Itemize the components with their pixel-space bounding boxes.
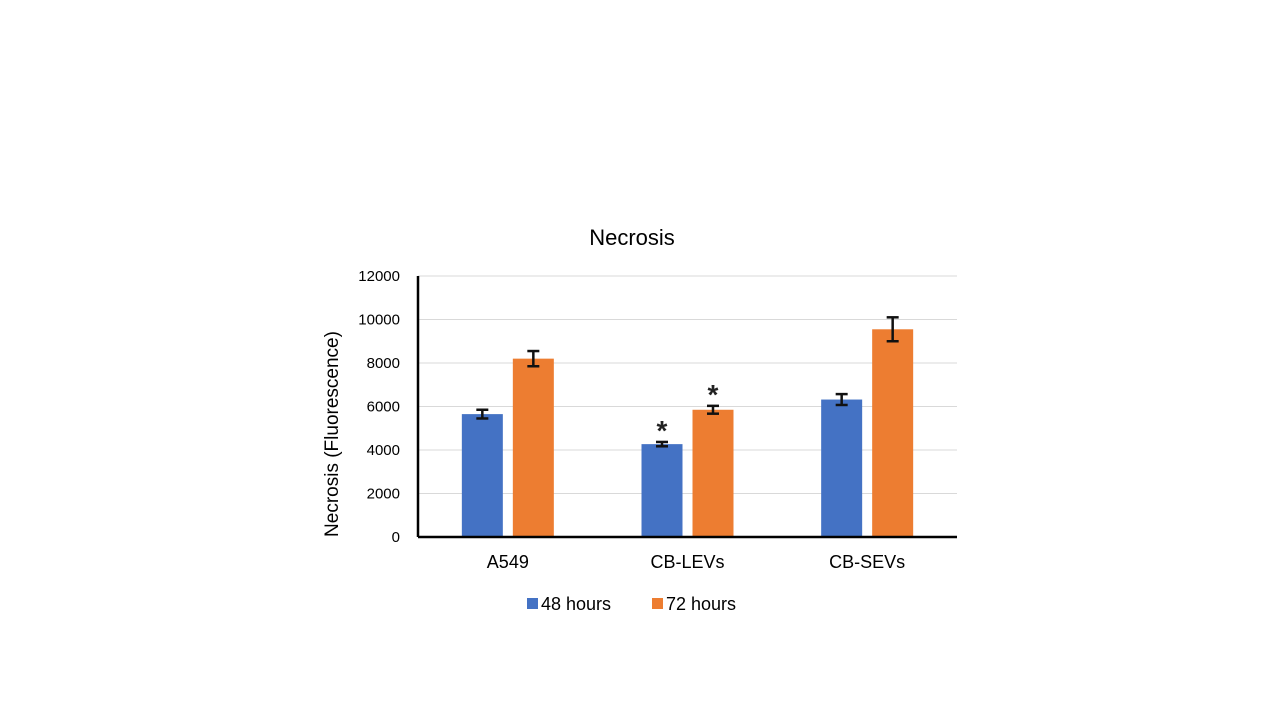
- y-tick-label: 8000: [367, 355, 400, 372]
- bars: **: [461, 316, 914, 537]
- y-tick-label: 6000: [367, 399, 400, 416]
- bar: [692, 409, 734, 537]
- x-category-labels: A549 CB-LEVs CB-SEVs: [487, 552, 905, 572]
- legend: 48 hours 72 hours: [527, 594, 736, 614]
- bar: [821, 399, 863, 537]
- bar: [872, 329, 914, 537]
- legend-swatch: [652, 598, 663, 609]
- axes: [416, 276, 957, 539]
- bar: [512, 358, 554, 537]
- gridlines: [418, 275, 957, 494]
- x-category-label: CB-SEVs: [829, 552, 905, 572]
- legend-label: 48 hours: [541, 594, 611, 614]
- x-category-label: A549: [487, 552, 529, 572]
- x-category-label: CB-LEVs: [650, 552, 724, 572]
- y-tick-label: 10000: [358, 312, 400, 329]
- legend-swatch: [527, 598, 538, 609]
- y-tick-labels: 0 2000 4000 6000 8000 10000 12000: [358, 268, 400, 546]
- chart-title: Necrosis: [589, 225, 675, 250]
- bar: [641, 444, 683, 537]
- y-tick-label: 0: [392, 529, 400, 546]
- y-tick-label: 2000: [367, 486, 400, 503]
- bar: [461, 414, 503, 537]
- y-axis-title: Necrosis (Fluorescence): [322, 331, 343, 537]
- legend-label: 72 hours: [666, 594, 736, 614]
- y-tick-label: 4000: [367, 442, 400, 459]
- significance-marker: *: [708, 379, 719, 410]
- significance-marker: *: [657, 415, 668, 446]
- y-tick-label: 12000: [358, 268, 400, 285]
